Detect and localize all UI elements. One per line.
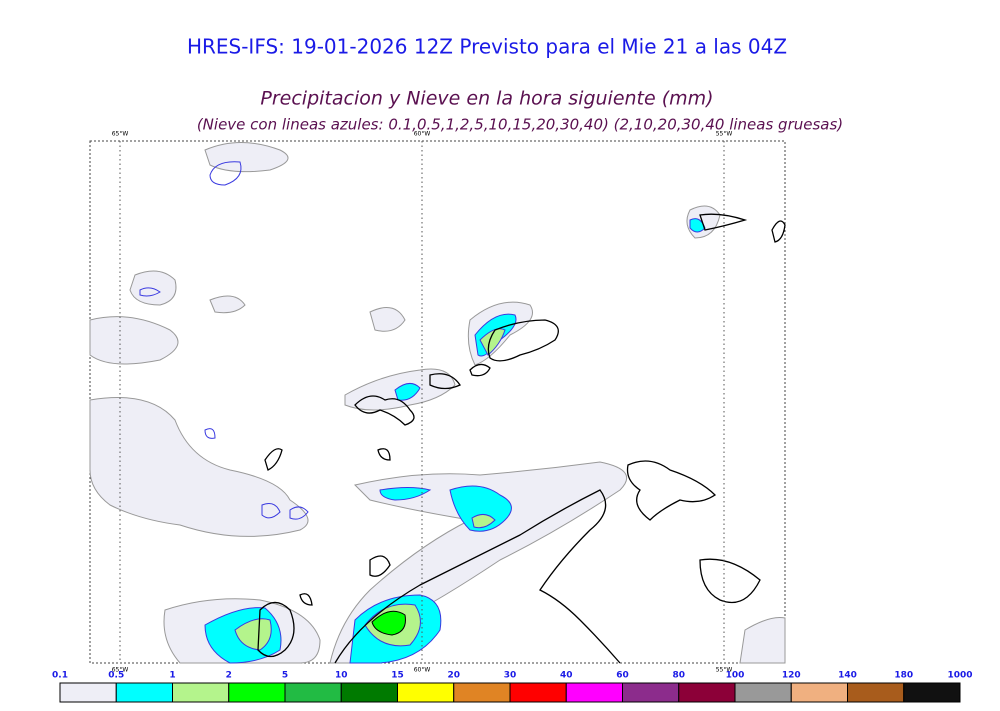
snow-contours: [139, 161, 309, 520]
colorbar-label: 100: [726, 671, 745, 681]
colorbar-segment: [284, 682, 342, 703]
meridian-label: 55°W: [716, 667, 733, 674]
colorbar: 0.1 0.5 1 2 5 10 15 20 30 40 60 80 100 120 140 180 1000: [52, 671, 973, 703]
colorbar-label: 30: [504, 671, 517, 681]
meridian-label: 65°W: [112, 667, 129, 674]
colorbar-segment: [59, 682, 117, 703]
colorbar-label: 20: [447, 671, 460, 681]
colorbar-label: 5: [282, 671, 288, 681]
colorbar-segment: [790, 682, 848, 703]
colorbar-label: 1000: [947, 671, 972, 681]
colorbar-label: 180: [894, 671, 913, 681]
colorbar-label: 0.1: [52, 671, 68, 681]
colorbar-segment: [847, 682, 905, 703]
colorbar-segment: [734, 682, 792, 703]
colorbar-segment: [453, 682, 511, 703]
colorbar-segment: [903, 682, 961, 703]
colorbar-label: 40: [560, 671, 573, 681]
meridian-label: 60°W: [414, 131, 431, 138]
colorbar-label: 0.5: [108, 671, 124, 681]
subtitle: Precipitacion y Nieve en la hora siguien…: [260, 88, 713, 110]
colorbar-segment: [397, 682, 455, 703]
coastlines: [257, 213, 786, 664]
colorbar-segment: [678, 682, 736, 703]
meridian-label: 55°W: [716, 131, 733, 138]
colorbar-label: 60: [616, 671, 629, 681]
note: (Nieve con lineas azules: 0.1,0.5,1,2,5,…: [197, 116, 843, 134]
colorbar-segment: [565, 682, 623, 703]
meridian-label: 60°W: [414, 667, 431, 674]
colorbar-segment: [340, 682, 398, 703]
colorbar-label: 80: [672, 671, 685, 681]
colorbar-label: 140: [838, 671, 857, 681]
meridian-label: 65°W: [112, 131, 129, 138]
map: 65°W 65°W 60°W 60°W 55°W 55°W: [89, 131, 786, 674]
colorbar-segment: [172, 682, 230, 703]
colorbar-segment: [622, 682, 680, 703]
colorbar-label: 1: [169, 671, 175, 681]
precip-areas: [89, 142, 786, 664]
colorbar-segment: [115, 682, 173, 703]
colorbar-label: 10: [335, 671, 348, 681]
title: HRES-IFS: 19-01-2026 12Z Previsto para e…: [187, 35, 787, 59]
colorbar-label: 120: [782, 671, 801, 681]
colorbar-segment: [228, 682, 286, 703]
colorbar-label: 15: [391, 671, 404, 681]
colorbar-label: 2: [226, 671, 232, 681]
colorbar-segment: [509, 682, 567, 703]
